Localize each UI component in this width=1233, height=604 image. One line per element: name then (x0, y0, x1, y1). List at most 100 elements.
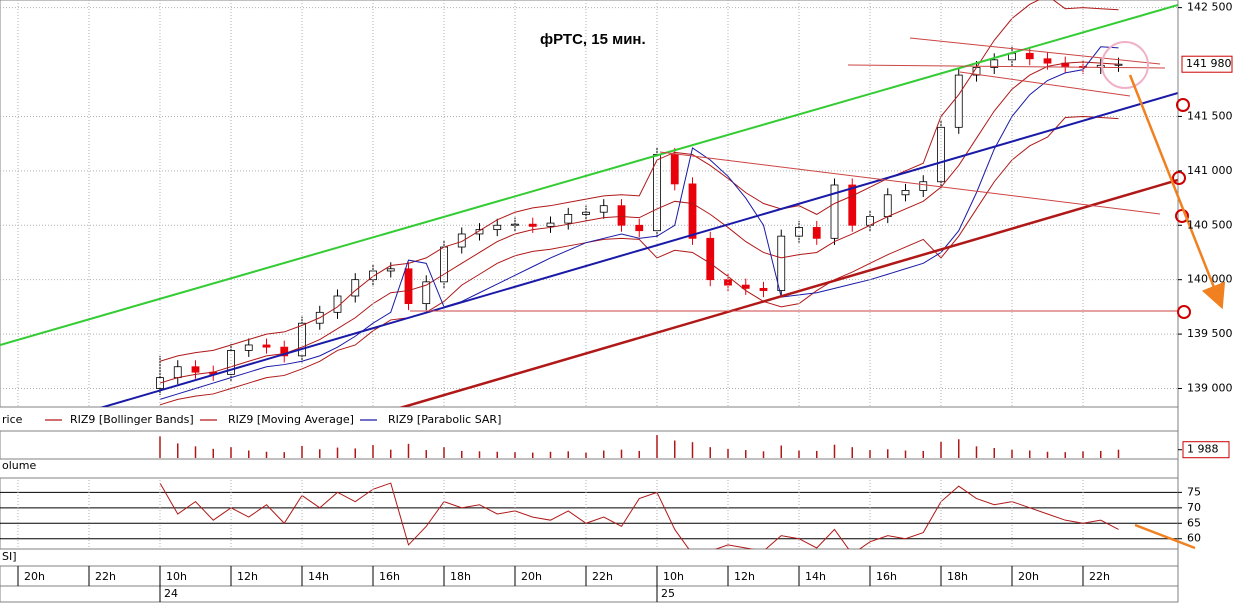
y-tick-label: 141 000 (1187, 164, 1233, 177)
x-tick-label: 12h (734, 570, 755, 583)
volume-bar (1064, 452, 1066, 458)
candle-body (244, 344, 253, 351)
rsi-panel (0, 477, 1179, 550)
y-tick-label: 142 500 (1187, 1, 1233, 14)
legend-label: rice (2, 413, 23, 426)
volume-bar (567, 451, 569, 458)
level-circle (1172, 171, 1186, 185)
candle-body (777, 235, 786, 291)
candle-body (422, 281, 431, 305)
price-plot (0, 0, 1178, 407)
x-tick-label: 18h (450, 570, 471, 583)
volume-bar (922, 450, 924, 458)
candle-body (812, 227, 821, 239)
trendline (99, 92, 1178, 407)
candle-body (937, 126, 945, 183)
y-tick-label: 140 000 (1187, 273, 1233, 286)
candle-body (404, 268, 413, 305)
highlight-circle (1101, 41, 1149, 89)
volume-bar (194, 446, 197, 458)
candle-body (546, 222, 555, 227)
bollinger-upper (159, 0, 1119, 362)
chart-title: фРТС, 15 мин. (540, 31, 646, 48)
volume-bar (851, 447, 853, 458)
candle-body (688, 183, 697, 239)
x-tick-label: 20h (521, 570, 542, 583)
forecast-arrow (1128, 74, 1226, 310)
level-circle (1176, 98, 1190, 112)
x-tick-label: 10h (663, 570, 684, 583)
y-tick-label: 139 500 (1187, 327, 1233, 340)
candle-body (528, 223, 537, 227)
candle-body (457, 233, 466, 248)
volume-bar (674, 440, 676, 458)
volume-bar (904, 450, 907, 458)
volume-bar (585, 452, 587, 458)
day-label: 24 (164, 587, 178, 600)
volume-bar (461, 450, 463, 458)
x-tick-label: 16h (876, 570, 897, 583)
y-tick-label: 65 (1187, 516, 1201, 529)
volume-bar (709, 447, 711, 458)
volume-bar (532, 452, 534, 458)
rsi-trend-arrow (1134, 523, 1196, 550)
candle-body (191, 366, 200, 373)
volume-bar (869, 450, 871, 458)
x-tick-label: 14h (805, 570, 826, 583)
volume-bar (478, 451, 481, 458)
volume-bar (514, 452, 516, 458)
candle-body (883, 194, 892, 217)
price-marker (1181, 55, 1233, 73)
volume-bar (638, 450, 640, 458)
volume-bar (993, 448, 995, 458)
volume-bar (975, 446, 978, 458)
volume-bar (301, 445, 303, 458)
x-tick-label: 22h (592, 570, 613, 583)
y-tick-label: 141 500 (1187, 109, 1233, 122)
candle-body (741, 284, 750, 289)
legend-label: RIZ9 [Parabolic SAR] (388, 413, 501, 426)
volume-bar (390, 449, 392, 458)
y-tick-label: 1 988 (1187, 443, 1219, 456)
x-tick-label: 12h (237, 570, 258, 583)
candle-body (617, 205, 626, 226)
rsi-line (159, 482, 1119, 549)
x-tick-label: 10h (166, 570, 187, 583)
candle-body (564, 213, 573, 224)
candle-body (919, 181, 928, 191)
volume-bar (940, 441, 942, 458)
price-marker-label: 141 980 (1186, 57, 1232, 70)
candle-body (759, 287, 768, 291)
y-tick-label: 70 (1187, 501, 1201, 514)
volume-bar (425, 450, 427, 458)
trendline (959, 71, 1131, 97)
candle-body (599, 205, 608, 213)
volume-bar (762, 451, 765, 458)
candle-body (262, 344, 271, 348)
volume-bar (319, 449, 321, 458)
volume-bar (780, 445, 782, 458)
volume-bar (798, 450, 800, 458)
volume-bar (283, 452, 285, 458)
time-axis (0, 565, 1179, 603)
volume-bar (1100, 450, 1102, 458)
x-tick-label: 14h (308, 570, 329, 583)
volume-bar (159, 436, 161, 458)
level-circle (1175, 209, 1189, 223)
y-tick-label: 60 (1187, 532, 1201, 545)
candle-body (1043, 58, 1052, 64)
volume-bar (745, 450, 747, 458)
volume-bar (816, 450, 818, 458)
candle-body (901, 190, 910, 196)
annotations (1101, 41, 1226, 550)
candle-body (475, 229, 484, 235)
indicator-line (159, 46, 1119, 400)
volume-bar (1046, 451, 1049, 458)
candle-body (1025, 52, 1034, 60)
price-panel (0, 0, 1179, 408)
volume-bar (656, 435, 658, 458)
legend-label: RIZ9 [Moving Average] (228, 413, 354, 426)
volume-panel (0, 430, 1179, 460)
volume-bar (407, 443, 410, 458)
